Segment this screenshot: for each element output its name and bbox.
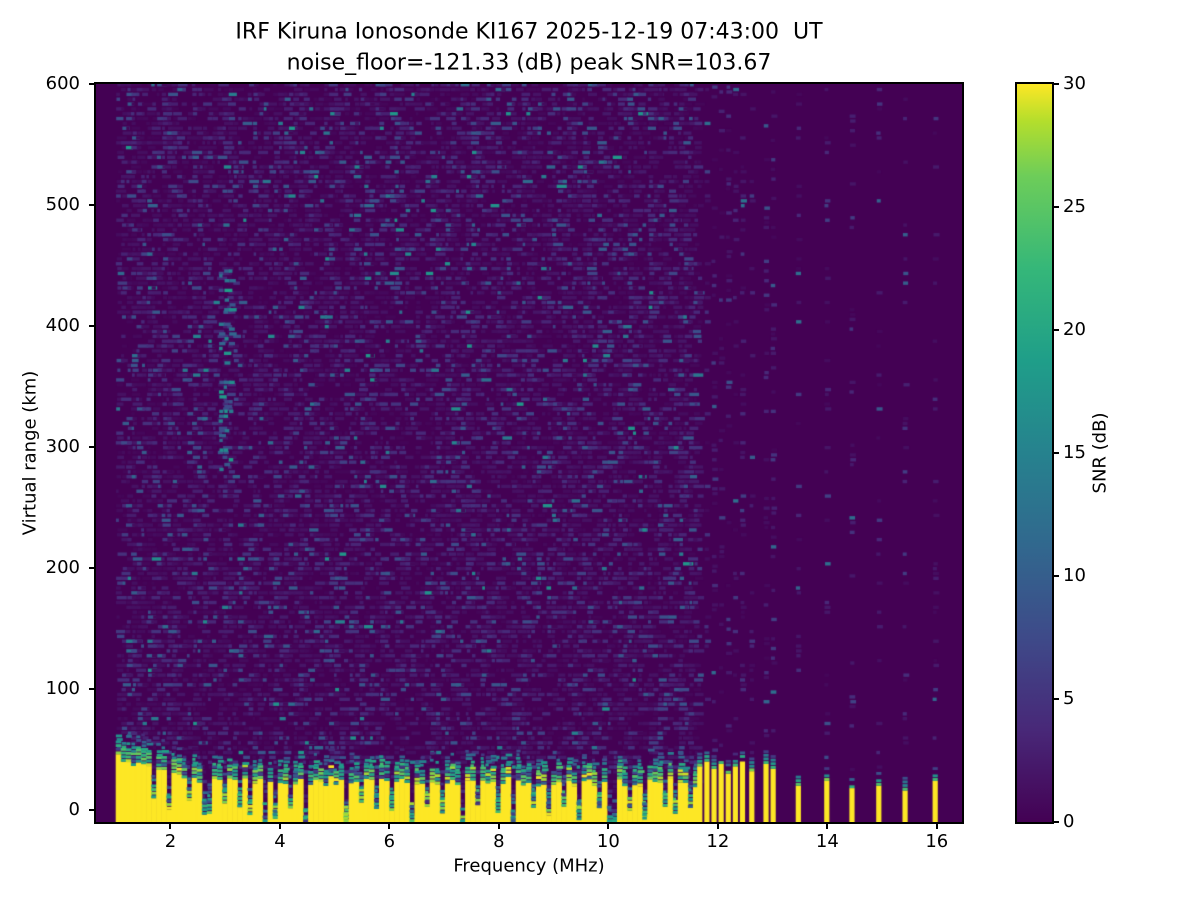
colorbar-tick-label: 5: [1063, 688, 1075, 709]
x-tick-label: 2: [164, 831, 177, 852]
colorbar-tick-label: 15: [1063, 442, 1086, 463]
colorbar-tick: [1054, 821, 1059, 823]
colorbar-tick-label: 0: [1063, 811, 1075, 832]
colorbar-tick: [1054, 575, 1059, 577]
heatmap-canvas: [96, 84, 962, 822]
x-tick: [278, 824, 281, 829]
y-tick: [89, 566, 94, 569]
y-tick: [89, 687, 94, 690]
y-tick: [89, 445, 94, 448]
y-tick-label: 400: [45, 314, 80, 336]
plot-subtitle: noise_floor=-121.33 (dB) peak SNR=103.67: [286, 50, 772, 76]
colorbar-tick-label: 30: [1063, 73, 1086, 94]
x-tick: [497, 824, 500, 829]
y-tick-label: 0: [68, 798, 80, 820]
y-tick: [89, 203, 94, 206]
colorbar-tick-label: 25: [1063, 196, 1086, 217]
plot-title: IRF Kiruna Ionosonde KI167 2025-12-19 07…: [235, 19, 823, 45]
y-tick-label: 600: [45, 73, 80, 94]
y-tick: [89, 808, 94, 811]
x-tick: [826, 824, 829, 829]
x-axis-label: Frequency (MHz): [453, 855, 605, 877]
y-tick-label: 300: [45, 435, 80, 457]
y-tick: [89, 83, 94, 85]
colorbar-tick-label: 10: [1063, 565, 1086, 586]
colorbar-tick-label: 20: [1063, 319, 1086, 340]
x-tick: [935, 824, 938, 829]
y-tick: [89, 324, 94, 327]
colorbar-gradient: [1017, 84, 1052, 822]
x-tick-label: 12: [706, 831, 730, 852]
colorbar-tick: [1054, 698, 1059, 700]
x-tick: [388, 824, 391, 829]
y-tick-label: 500: [45, 193, 80, 215]
x-tick-label: 16: [925, 831, 949, 852]
y-tick-label: 100: [45, 677, 80, 699]
colorbar-tick: [1054, 452, 1059, 454]
x-tick-label: 10: [596, 831, 620, 852]
x-tick-label: 6: [383, 831, 396, 852]
x-tick-label: 8: [493, 831, 505, 852]
colorbar-tick: [1054, 206, 1059, 208]
x-tick-label: 14: [815, 831, 839, 852]
x-tick: [716, 824, 719, 829]
colorbar-frame: [1015, 82, 1054, 824]
x-tick-label: 4: [274, 831, 286, 852]
x-tick: [607, 824, 610, 829]
y-tick-label: 200: [45, 556, 80, 578]
x-tick: [169, 824, 172, 829]
plot-frame: [94, 82, 964, 824]
colorbar-tick: [1054, 329, 1059, 331]
colorbar-tick: [1054, 83, 1059, 85]
